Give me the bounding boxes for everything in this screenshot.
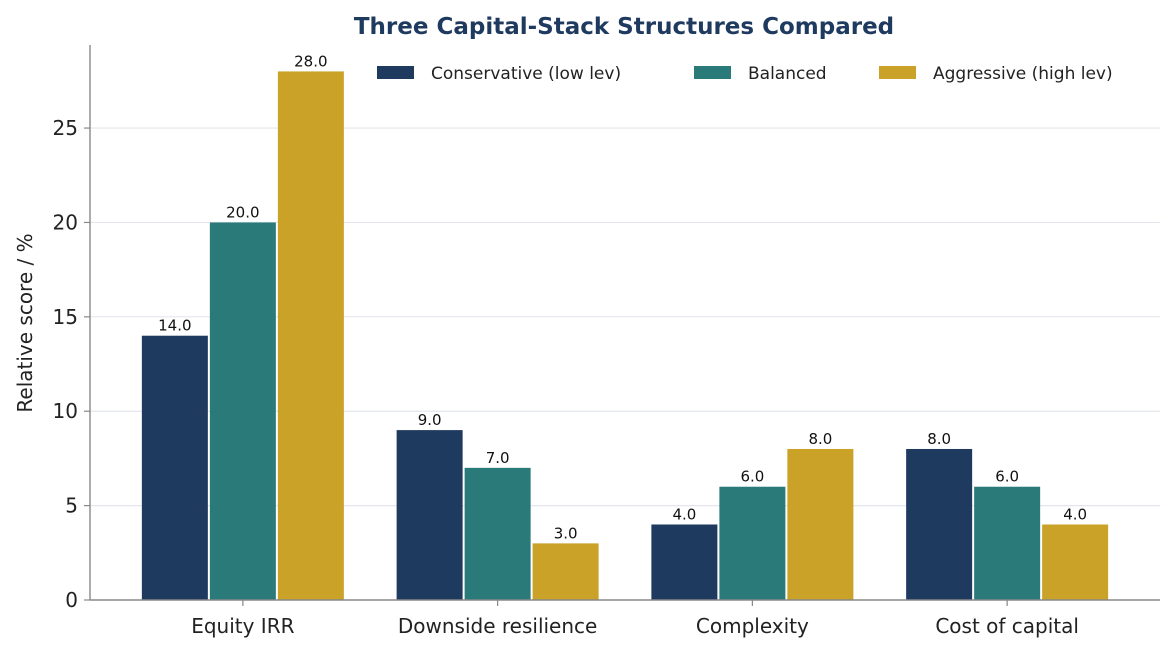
- bar: [396, 430, 463, 600]
- data-label: 28.0: [294, 52, 327, 70]
- y-ticks-group: 0 5 10 15 20 25: [53, 116, 90, 612]
- bar: [277, 71, 344, 600]
- legend: Conservative (low lev) Balanced Aggressive…: [377, 64, 1113, 84]
- y-tick-label: 20: [53, 210, 78, 234]
- legend-label: Aggressive (high lev): [933, 64, 1113, 84]
- bar: [532, 543, 599, 600]
- bar: [974, 486, 1041, 600]
- bar: [651, 524, 718, 600]
- legend-swatch: [694, 66, 731, 79]
- y-tick-label: 5: [65, 494, 78, 518]
- data-label: 14.0: [158, 317, 191, 335]
- data-label: 4.0: [672, 505, 696, 523]
- bar: [906, 448, 973, 600]
- y-axis-label: Relative score / %: [13, 233, 37, 412]
- data-labels-group: 14.0 20.0 28.0 9.0 7.0 3.0 4.0 6.0 8.0 8.0 6.0 4.0: [158, 52, 1087, 542]
- y-tick-label: 25: [53, 116, 78, 140]
- bar: [719, 486, 786, 600]
- legend-swatch: [377, 66, 414, 79]
- data-label: 6.0: [740, 468, 764, 486]
- x-ticks-group: Equity IRR Downside resilience Complexity C…: [191, 600, 1079, 638]
- data-label: 7.0: [486, 449, 510, 467]
- x-tick-label: Complexity: [696, 614, 809, 638]
- data-label: 20.0: [226, 203, 259, 221]
- bar: [141, 335, 208, 600]
- legend-swatch: [879, 66, 916, 79]
- y-tick-label: 10: [53, 399, 78, 423]
- y-tick-label: 15: [53, 305, 78, 329]
- data-label: 8.0: [927, 430, 951, 448]
- data-label: 4.0: [1063, 505, 1087, 523]
- x-tick-label: Cost of capital: [935, 614, 1079, 638]
- bar: [464, 467, 531, 600]
- x-tick-label: Equity IRR: [191, 614, 294, 638]
- y-tick-label: 0: [65, 588, 78, 612]
- bars-group: [141, 71, 1109, 600]
- legend-label: Balanced: [748, 64, 827, 84]
- bar: [787, 448, 854, 600]
- bar: [209, 222, 276, 600]
- bar: [1042, 524, 1109, 600]
- data-label: 3.0: [554, 524, 578, 542]
- data-label: 9.0: [418, 411, 442, 429]
- axes-group: [89, 45, 1160, 601]
- data-label: 6.0: [995, 468, 1019, 486]
- legend-label: Conservative (low lev): [431, 64, 621, 84]
- chart-title: Three Capital-Stack Structures Compared: [354, 14, 894, 40]
- data-label: 8.0: [808, 430, 832, 448]
- x-tick-label: Downside resilience: [398, 614, 597, 638]
